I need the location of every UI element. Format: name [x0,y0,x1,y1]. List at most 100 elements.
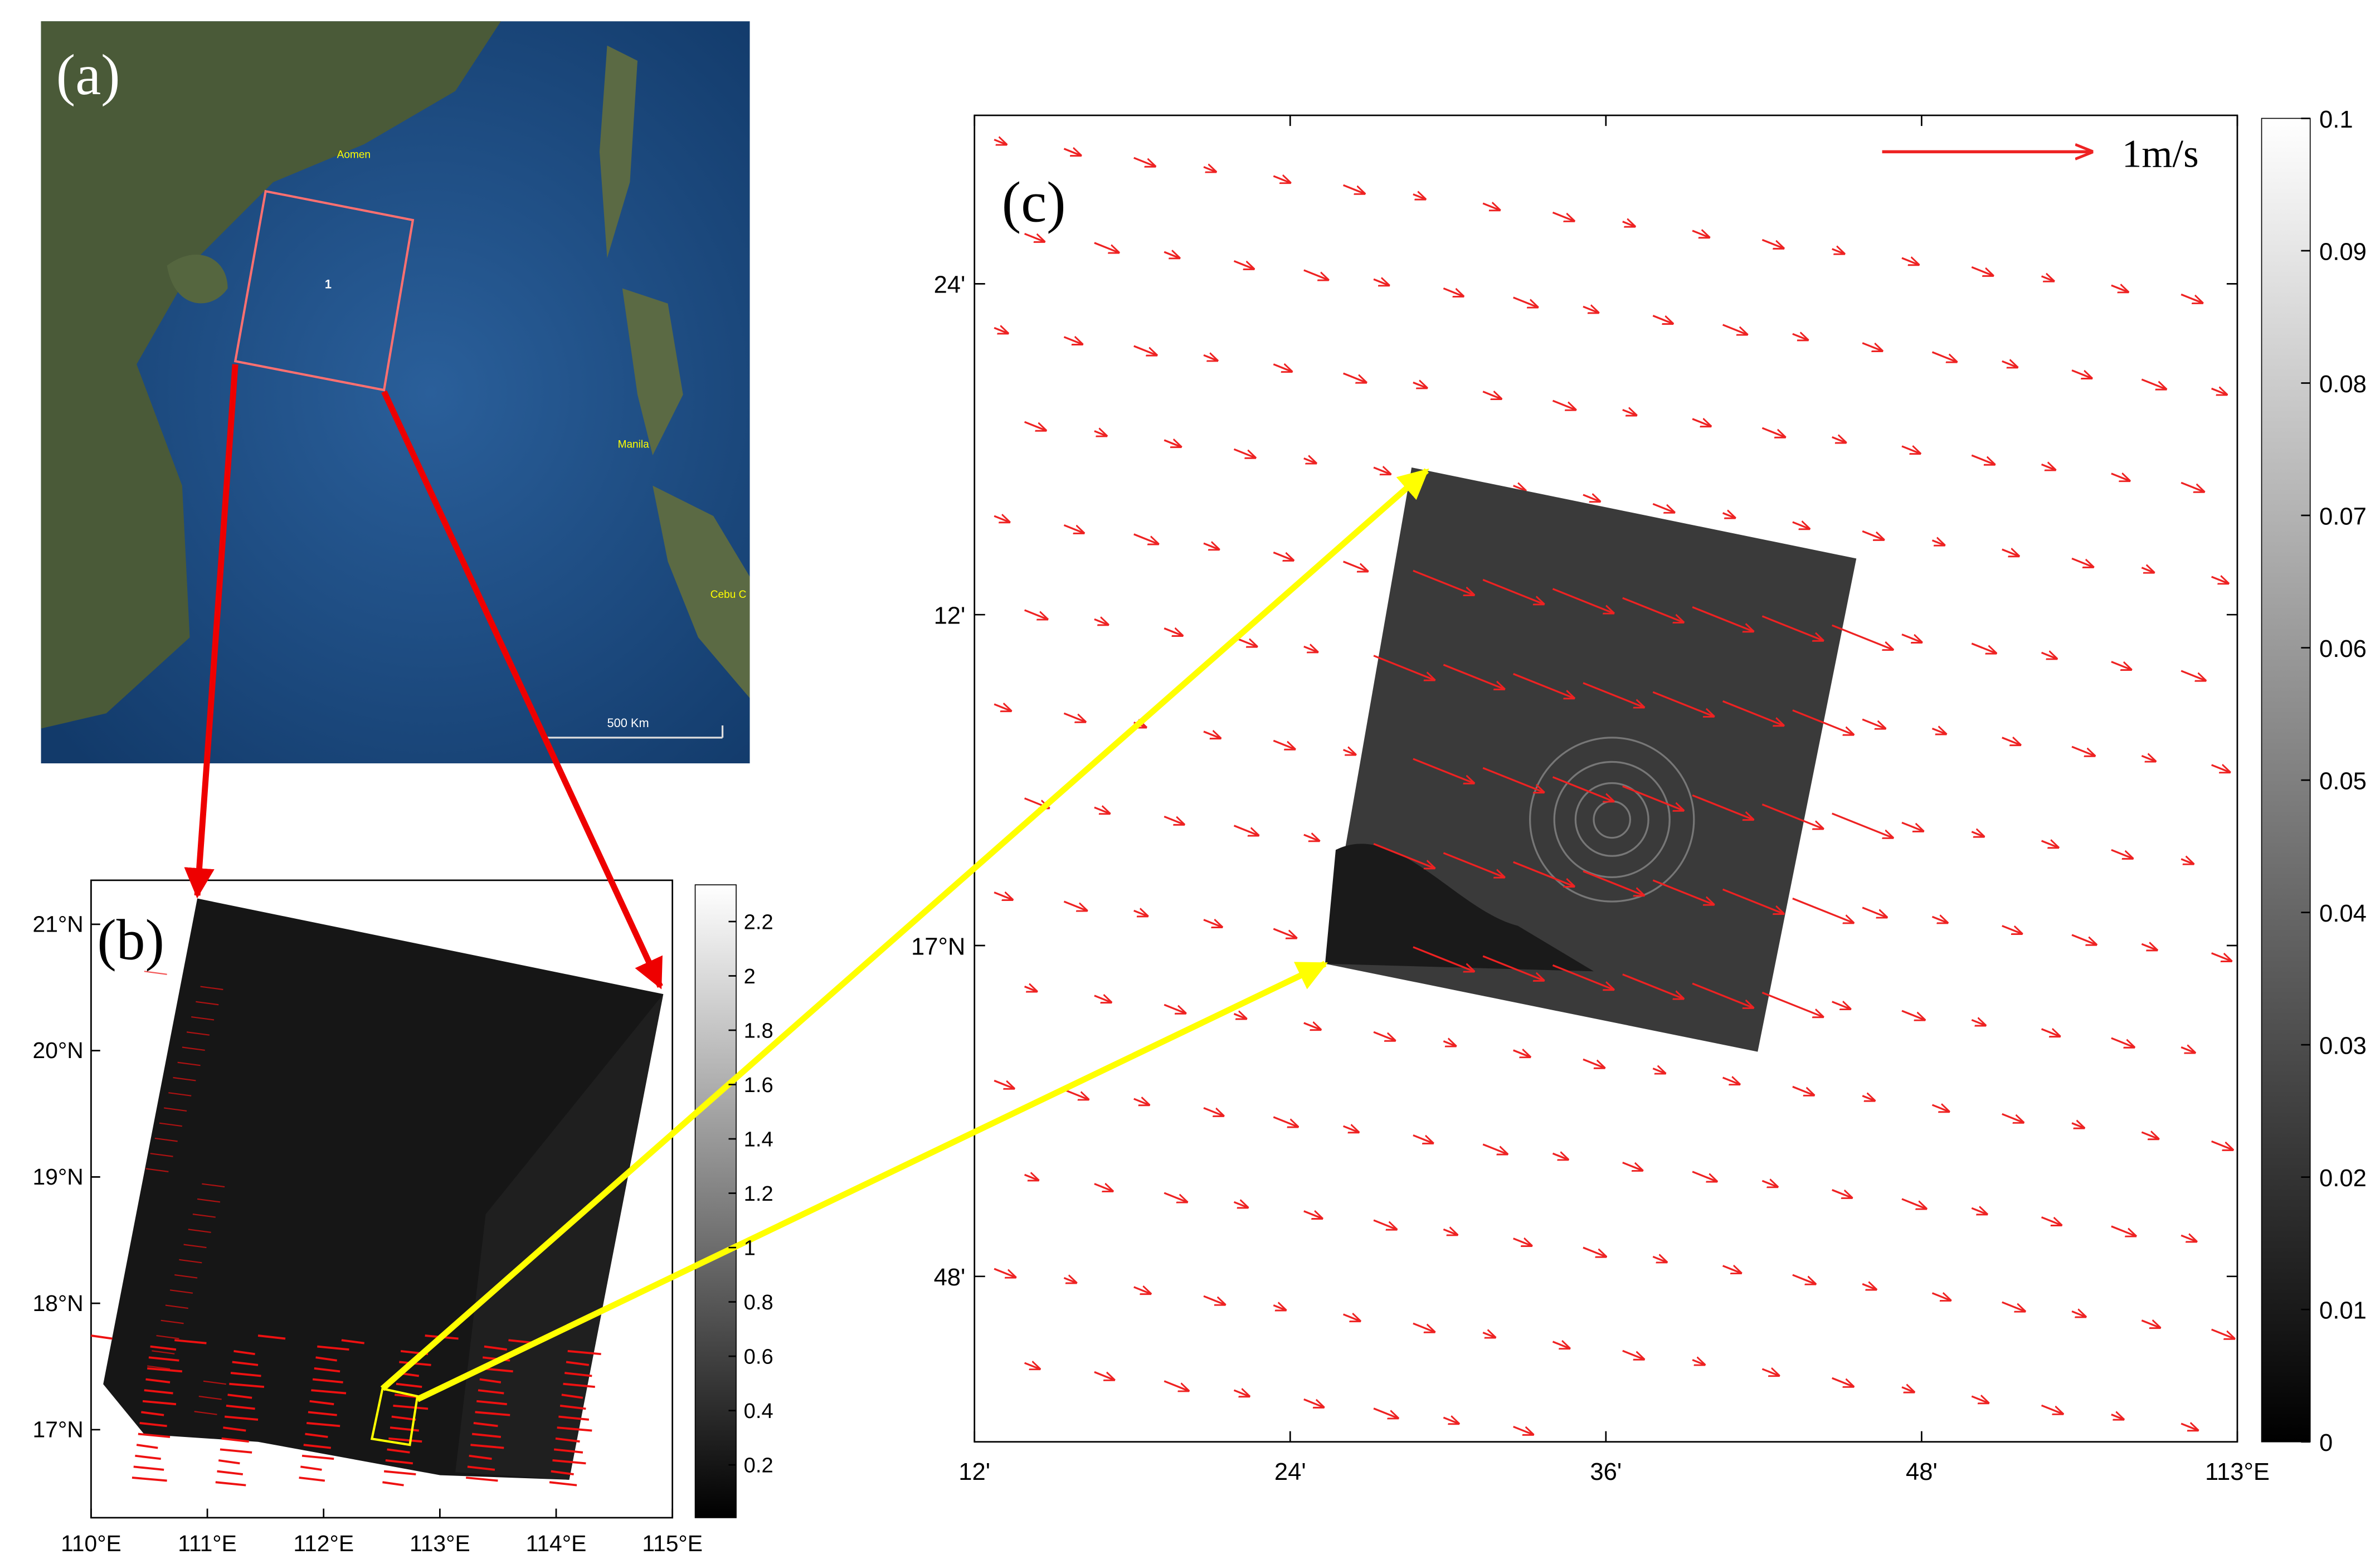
vector [1692,982,1753,1008]
vector [91,1334,113,1340]
vector [2071,746,2095,756]
vector [1862,530,1883,539]
tick-label: 113°E [410,1531,470,1556]
vector [466,1477,498,1482]
tick-label: 24' [1274,1459,1306,1485]
vector [484,1345,508,1351]
vector [470,1444,504,1449]
vector [150,1153,173,1157]
vector [1024,609,1048,619]
vector [1273,1116,1298,1127]
vector [2181,1424,2198,1430]
vector [1273,364,1292,372]
vector [1133,345,1157,355]
vector [1931,1293,1950,1300]
vector [994,140,1006,145]
vector [136,1444,158,1449]
vector [1164,815,1184,824]
vector [1931,728,1946,734]
vector [2041,465,2056,470]
vector [1862,907,1887,917]
vector [1652,879,1714,905]
vector [2041,652,2057,659]
vector [1652,315,1672,324]
vector [475,1411,510,1416]
vector [1373,655,1434,680]
vector [1761,238,1783,248]
vector [1164,1003,1185,1013]
vector [1901,258,1919,265]
panel-label: (a) [56,43,120,107]
vector [1203,1295,1225,1304]
vector [1513,1425,1533,1434]
vector [2071,557,2093,567]
zoom-arrow [416,961,1328,1402]
tick-label: 0.07 [2319,503,2367,530]
vector [557,1426,592,1432]
vector [2002,738,2021,745]
vector [1094,619,1108,625]
vector [1901,1387,1914,1392]
vector [2181,1235,2196,1241]
vector [2002,361,2017,367]
vector [2211,577,2228,583]
vector [182,1046,205,1051]
vector [198,1395,222,1400]
tick-label: 2.2 [744,910,773,934]
vector [1583,1246,1606,1256]
vector [147,1365,171,1370]
vector [1024,421,1046,430]
vector [2211,1328,2235,1338]
vector [2071,369,2091,378]
vector [2141,944,2157,950]
tick-label: 24' [934,272,966,299]
vector [1443,1417,1458,1424]
tick-label: 1 [744,1236,756,1260]
vector [1722,1078,1740,1084]
vector [2181,859,2193,864]
vector [1792,522,1809,529]
vector [1552,588,1614,613]
tick-label: 114°E [526,1531,587,1556]
vector [203,1380,226,1385]
vector [142,1400,177,1406]
vector [1901,1010,1925,1020]
vector [1443,852,1504,878]
vector [1373,842,1434,868]
panel-label: (c) [1002,171,1066,235]
vector [1094,996,1111,1002]
vector [1303,459,1316,464]
vector [2211,1140,2233,1149]
vector [301,1454,334,1460]
vector [383,1470,416,1475]
vector [133,1465,164,1471]
vector [396,1382,422,1388]
vector [1971,832,1984,837]
vector [1901,634,1921,642]
vector [1373,1031,1395,1040]
vector [1832,1189,1852,1198]
vector [1303,1398,1323,1407]
vector [1971,454,1994,464]
tick-label: 1.6 [744,1073,773,1097]
vector [2041,276,2054,281]
vector [478,1389,504,1395]
vector [200,986,223,991]
vector [1722,1266,1741,1273]
vector [169,1289,193,1294]
vector [2071,934,2096,944]
vector [2111,1225,2136,1236]
vector [217,1470,244,1475]
vector [1931,917,1947,923]
vector [2111,1415,2124,1420]
vector [303,1444,332,1449]
vector [1622,410,1637,415]
vector [2041,1404,2063,1414]
vector [1513,296,1538,307]
vector [2141,1321,2160,1328]
vector [314,1367,340,1373]
vector [1094,1184,1113,1191]
place-label: Cebu C [710,589,747,601]
vector [183,1244,207,1249]
colorbar [694,884,737,1518]
